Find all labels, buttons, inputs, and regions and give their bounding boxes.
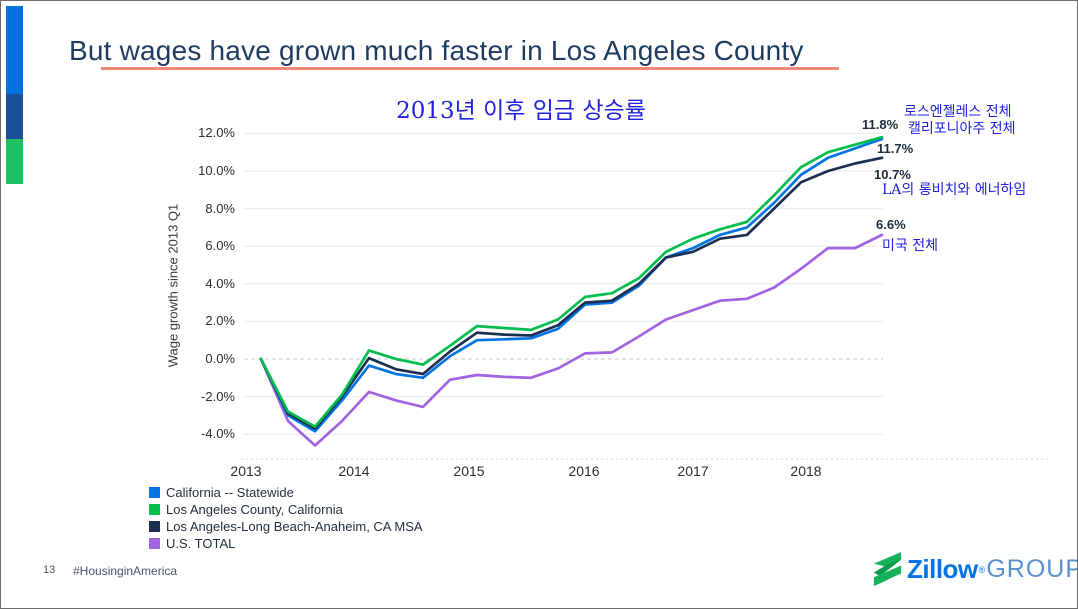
y-tick-label: 8.0% bbox=[205, 200, 235, 216]
y-tick-label: 10.0% bbox=[198, 163, 235, 178]
end-value-label: 10.7% bbox=[874, 167, 911, 182]
y-tick-label: 12.0% bbox=[198, 125, 235, 141]
legend-label-msa: Los Angeles-Long Beach-Anaheim, CA MSA bbox=[166, 519, 423, 534]
logo-group-text: GROUP bbox=[986, 555, 1078, 583]
legend-row: California -- Statewide bbox=[149, 484, 423, 501]
chart-title-korean: 2013년 이후 임금 상승률 bbox=[396, 98, 646, 124]
legend-label-california: California -- Statewide bbox=[166, 485, 294, 500]
zillow-group-logo: Zillow ® GROUP bbox=[871, 551, 1078, 588]
series-line-0 bbox=[259, 137, 884, 433]
page-number: 13 bbox=[43, 564, 56, 576]
legend-swatch-msa bbox=[149, 521, 160, 532]
y-tick-label: 0.0% bbox=[205, 351, 235, 366]
legend-label-us-total: U.S. TOTAL bbox=[166, 536, 236, 551]
legend-swatch-us-total bbox=[149, 538, 160, 549]
chart-legend: California -- Statewide Los Angeles Coun… bbox=[149, 484, 423, 552]
zillow-z-house-icon bbox=[873, 552, 902, 586]
legend-row: Los Angeles-Long Beach-Anaheim, CA MSA bbox=[149, 518, 423, 535]
korean-annotation: LA의 롱비치와 에너하임 bbox=[882, 182, 1027, 198]
legend-row: Los Angeles County, California bbox=[149, 501, 423, 518]
x-tick-label: 2013 bbox=[230, 463, 262, 479]
title-underline bbox=[101, 67, 839, 70]
y-tick-label: -4.0% bbox=[201, 426, 235, 442]
x-tick-label: 2014 bbox=[338, 463, 370, 479]
legend-label-la-county: Los Angeles County, California bbox=[166, 502, 343, 517]
page-title: But wages have grown much faster in Los … bbox=[69, 35, 804, 66]
accent-bar-navy bbox=[6, 94, 23, 139]
korean-annotation: 로스엔젤레스 전체 bbox=[904, 104, 1012, 120]
y-tick-label: -2.0% bbox=[201, 388, 235, 404]
x-tick-label: 2015 bbox=[453, 463, 485, 479]
y-tick-label: 4.0% bbox=[205, 275, 235, 291]
end-value-label: 11.7% bbox=[877, 141, 914, 156]
y-tick-label: 2.0% bbox=[205, 313, 235, 329]
logo-zillow-text: Zillow bbox=[907, 554, 978, 584]
logo-registered-mark: ® bbox=[978, 564, 986, 575]
legend-swatch-la-county bbox=[149, 504, 160, 515]
hashtag: #HousinginAmerica bbox=[73, 564, 178, 578]
line-chart-plot bbox=[241, 132, 1051, 460]
legend-row: U.S. TOTAL bbox=[149, 535, 423, 552]
x-tick-label: 2016 bbox=[568, 463, 600, 479]
korean-annotation: 캘리포니아주 전체 bbox=[908, 121, 1016, 137]
accent-bar-blue bbox=[6, 6, 23, 94]
series-line-2 bbox=[259, 156, 884, 430]
end-value-label: 11.8% bbox=[862, 117, 899, 132]
series-line-3 bbox=[259, 233, 884, 447]
series-line-1 bbox=[259, 135, 884, 429]
korean-annotation: 미국 전체 bbox=[882, 238, 938, 254]
x-tick-label: 2017 bbox=[677, 463, 709, 479]
legend-swatch-california bbox=[149, 487, 160, 498]
accent-bar-green bbox=[6, 139, 23, 184]
end-value-label: 6.6% bbox=[876, 217, 906, 232]
x-tick-label: 2018 bbox=[790, 463, 822, 479]
y-tick-label: 6.0% bbox=[205, 238, 235, 254]
